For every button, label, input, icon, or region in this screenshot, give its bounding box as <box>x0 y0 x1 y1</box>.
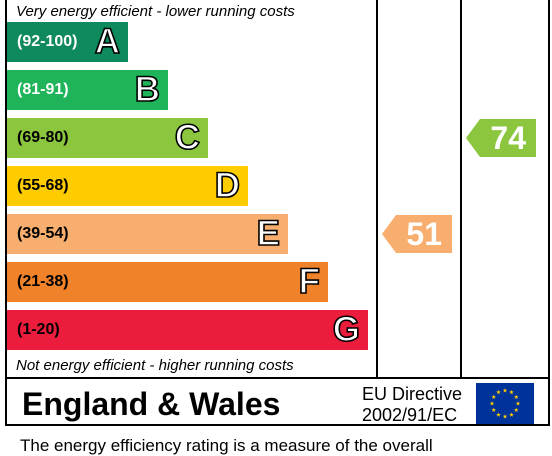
band-range-label: (92-100) <box>17 33 78 50</box>
band-range-label: (21-38) <box>17 273 69 290</box>
divider-current-column <box>376 0 378 378</box>
band-e: (39-54) E <box>7 213 288 254</box>
eu-star-icon <box>491 407 497 412</box>
current-rating-value: 51 <box>406 216 442 252</box>
eu-star-icon <box>491 394 497 399</box>
band-letter: D <box>214 165 241 206</box>
eu-star-icon <box>502 414 508 419</box>
current-rating-marker: 51 <box>382 215 452 253</box>
band-letter: A <box>94 21 121 62</box>
band-range-label: (69-80) <box>17 129 69 146</box>
eu-star-icon <box>513 407 519 412</box>
potential-arrow-shape <box>466 119 536 157</box>
band-range-label: (81-91) <box>17 81 69 98</box>
band-g: (1-20) G <box>7 309 368 350</box>
divider-footer-top <box>5 377 550 379</box>
band-d: (55-68) D <box>7 165 248 206</box>
top-caption: Very energy efficient - lower running co… <box>16 3 295 20</box>
band-range-label: (39-54) <box>17 225 69 242</box>
directive-line-1: EU Directive <box>362 384 463 404</box>
potential-rating-marker: 74 <box>466 119 536 157</box>
band-c: (69-80) C <box>7 117 208 158</box>
directive-line-2: 2002/91/EC <box>362 405 458 425</box>
band-range-label: (1-20) <box>17 321 60 338</box>
potential-rating-value: 74 <box>490 120 526 156</box>
band-range-label: (55-68) <box>17 177 69 194</box>
eu-star-icon <box>509 412 514 417</box>
eu-star-icon <box>489 401 495 406</box>
current-arrow-shape <box>382 215 452 253</box>
eu-star-icon <box>502 388 508 393</box>
eu-flag-icon <box>476 383 534 424</box>
divider-right-border <box>548 0 550 426</box>
eu-star-icon <box>513 394 519 399</box>
divider-left-border <box>5 0 7 426</box>
eu-directive: EU Directive 2002/91/EC <box>362 384 462 426</box>
band-b: (81-91) B <box>7 69 168 110</box>
divider-potential-column <box>460 0 462 378</box>
eu-star-icon <box>509 389 514 395</box>
bottom-caption: Not energy efficient - higher running co… <box>16 357 294 374</box>
band-f: (21-38) F <box>7 261 328 302</box>
eu-star-icon <box>496 412 501 417</box>
band-a: (92-100) A <box>7 21 128 62</box>
region-title: England & Wales <box>22 386 281 422</box>
clipped-description: The energy efficiency rating is a measur… <box>20 436 433 455</box>
band-letter: F <box>298 261 321 302</box>
band-letter: G <box>332 309 361 350</box>
eu-star-icon <box>496 389 501 395</box>
eu-star-icon <box>515 401 521 406</box>
band-letter: B <box>134 69 161 110</box>
band-letter: C <box>174 117 201 158</box>
band-letter: E <box>256 213 281 254</box>
divider-footer-bottom <box>5 424 550 426</box>
